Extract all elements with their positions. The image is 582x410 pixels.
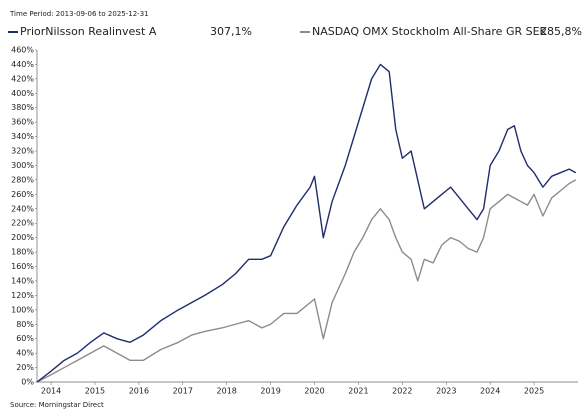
x-tick-label: 2022 bbox=[392, 387, 412, 396]
y-tick-label: 80% bbox=[16, 320, 34, 329]
y-tick-label: 200% bbox=[11, 233, 34, 242]
y-tick-label: 60% bbox=[16, 334, 34, 343]
legend-label: PriorNilsson Realinvest A bbox=[20, 25, 157, 38]
series-line bbox=[36, 63, 577, 383]
y-tick-label: 180% bbox=[11, 248, 34, 257]
subtitle: Time Period: 2013-09-06 to 2025-12-31 bbox=[9, 10, 149, 18]
x-tick-label: 2018 bbox=[217, 387, 237, 396]
legend-value: 285,8% bbox=[540, 25, 582, 38]
x-tick-label: 2023 bbox=[436, 387, 456, 396]
y-tick-label: 260% bbox=[11, 190, 34, 199]
x-tick-label: 2019 bbox=[260, 387, 280, 396]
y-tick-label: 420% bbox=[11, 74, 34, 83]
y-tick-label: 220% bbox=[11, 219, 34, 228]
y-tick-label: 140% bbox=[11, 276, 34, 285]
x-tick-label: 2024 bbox=[480, 387, 500, 396]
x-tick-label: 2020 bbox=[304, 387, 324, 396]
source: Source: Morningstar Direct bbox=[10, 401, 104, 409]
y-tick-label: 160% bbox=[11, 262, 34, 271]
y-tick-label: 400% bbox=[11, 89, 34, 98]
y-tick-label: 100% bbox=[11, 305, 34, 314]
y-tick-label: 380% bbox=[11, 103, 34, 112]
y-tick-label: 20% bbox=[16, 363, 34, 372]
y-tick-label: 120% bbox=[11, 291, 34, 300]
legend-value: 307,1% bbox=[210, 25, 252, 38]
legend-label: NASDAQ OMX Stockholm All-Share GR SEK bbox=[312, 25, 548, 38]
y-tick-label: 280% bbox=[11, 175, 34, 184]
x-tick-label: 2021 bbox=[348, 387, 368, 396]
x-tick-label: 2015 bbox=[85, 387, 105, 396]
y-tick-label: 40% bbox=[16, 349, 34, 358]
x-tick-label: 2014 bbox=[41, 387, 61, 396]
y-tick-label: 0% bbox=[21, 378, 34, 387]
y-tick-label: 240% bbox=[11, 204, 34, 213]
y-tick-label: 300% bbox=[11, 161, 34, 170]
x-tick-label: 2016 bbox=[129, 387, 149, 396]
y-tick-label: 460% bbox=[11, 46, 34, 55]
x-tick-label: 2017 bbox=[173, 387, 193, 396]
y-tick-label: 320% bbox=[11, 147, 34, 156]
x-tick-label: 2025 bbox=[524, 387, 544, 396]
series-line bbox=[36, 179, 577, 383]
y-tick-label: 360% bbox=[11, 118, 34, 127]
y-tick-label: 440% bbox=[11, 60, 34, 69]
y-tick-label: 340% bbox=[11, 132, 34, 141]
